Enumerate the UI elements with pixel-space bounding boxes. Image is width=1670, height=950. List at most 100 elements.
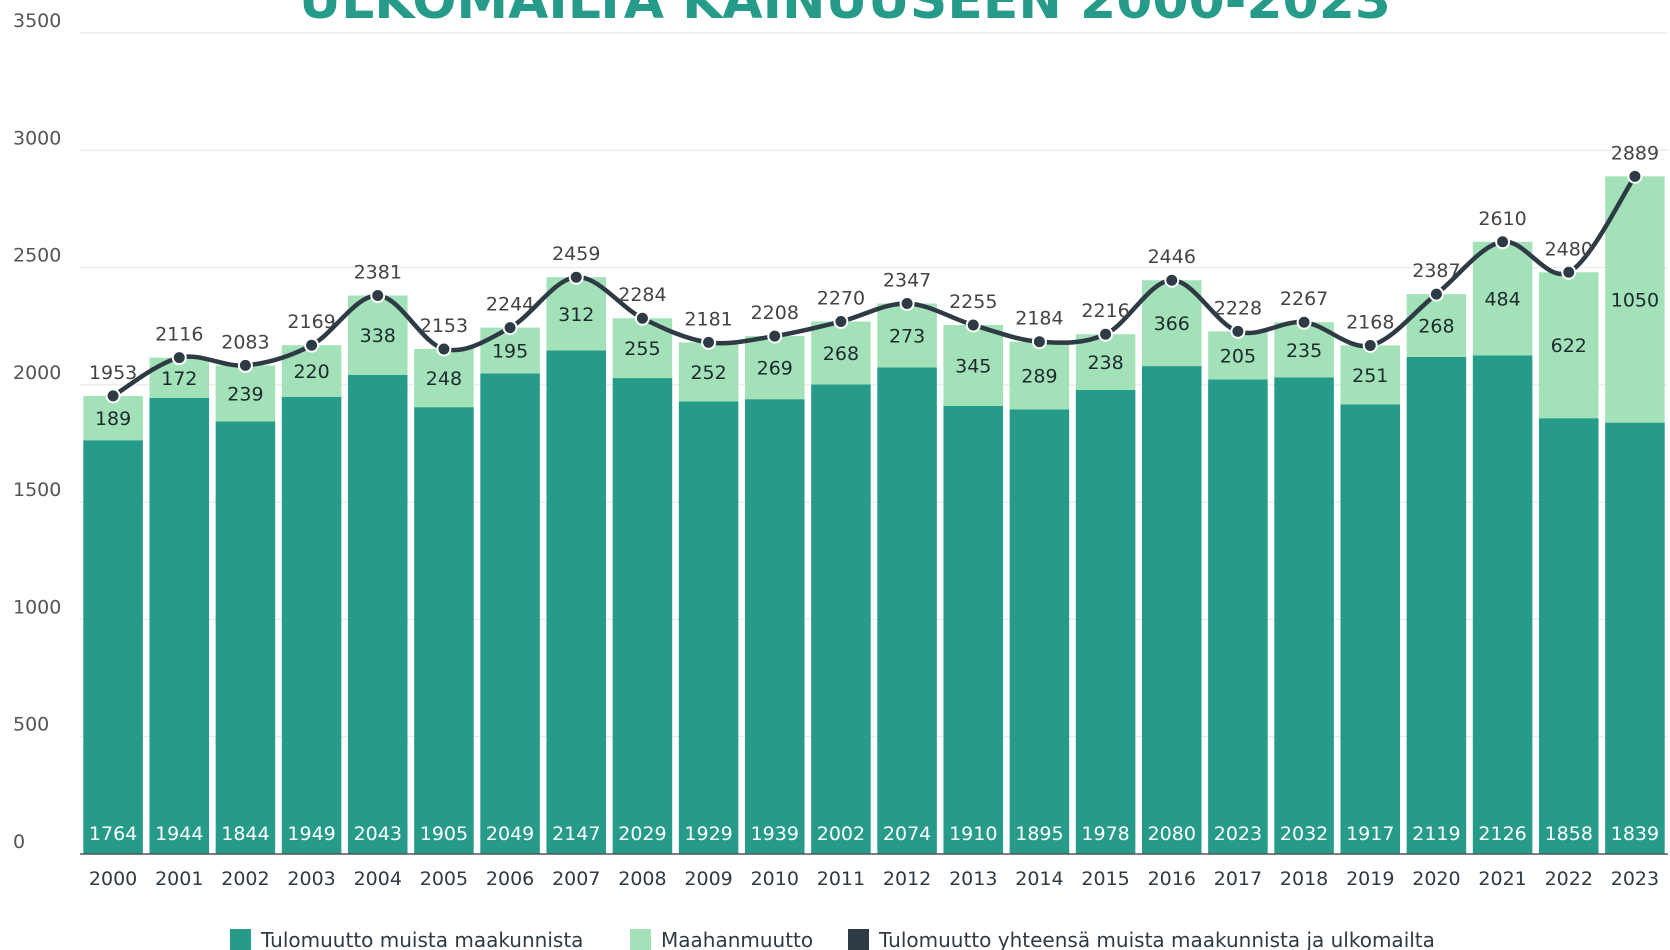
line-point (237, 357, 253, 373)
line-point (1098, 326, 1114, 342)
legend-swatch (230, 929, 251, 950)
line-point (1296, 314, 1312, 330)
data-label: 2080 (1148, 823, 1196, 845)
total-label: 2153 (420, 315, 468, 337)
total-label: 2116 (155, 324, 203, 346)
bar-segment (1141, 366, 1202, 854)
data-label: 189 (95, 408, 131, 430)
total-label: 2387 (1412, 260, 1460, 282)
data-label: 1844 (221, 823, 269, 845)
bar-segment (414, 407, 474, 854)
line-point (1164, 272, 1180, 288)
line-point (502, 320, 518, 336)
total-label: 2480 (1545, 238, 1593, 260)
data-label: 2049 (486, 823, 534, 845)
chart-title: ULKOMAILTA KAINUUSEEN 2000-2023 (299, 0, 1391, 31)
bar-segment (1208, 379, 1268, 854)
line-point (1362, 337, 1378, 353)
data-label: 289 (1021, 366, 1057, 388)
bar-segment (83, 440, 143, 854)
data-label: 1050 (1611, 289, 1659, 311)
line-point (105, 388, 121, 404)
line (111, 175, 1637, 398)
bar-segment (612, 378, 673, 854)
line-point (1230, 323, 1246, 339)
data-label: 269 (757, 358, 793, 380)
data-label: 2043 (354, 823, 402, 845)
total-label: 2168 (1346, 311, 1394, 333)
bar-segment (1605, 422, 1665, 854)
legend-swatch (848, 929, 869, 950)
data-label: 312 (558, 304, 594, 326)
x-tick-label: 2003 (287, 868, 335, 890)
data-label: 195 (492, 340, 528, 362)
x-tick-label: 2007 (552, 868, 600, 890)
x-tick-label: 2021 (1478, 868, 1526, 890)
total-label: 2267 (1280, 288, 1328, 310)
data-label: 1978 (1081, 823, 1129, 845)
data-label: 1944 (155, 823, 203, 845)
line-point (1495, 234, 1511, 250)
x-tick-label: 2004 (354, 868, 402, 890)
x-tick-label: 2009 (684, 868, 732, 890)
bar-segment (281, 396, 342, 854)
total-label: 2889 (1611, 142, 1659, 164)
data-label: 484 (1484, 289, 1520, 311)
x-tick-label: 2002 (221, 868, 269, 890)
bar-segment (877, 303, 937, 368)
bar-segment (1009, 409, 1070, 854)
data-label: 2002 (817, 823, 865, 845)
data-label: 252 (690, 362, 726, 384)
data-label: 239 (227, 383, 263, 405)
data-label: 2032 (1280, 823, 1328, 845)
x-tick-label: 2008 (618, 868, 666, 890)
data-label: 205 (1220, 345, 1256, 367)
data-label: 238 (1087, 352, 1123, 374)
y-tick-label: 1000 (13, 596, 61, 618)
total-label: 2459 (552, 243, 600, 265)
data-label: 1839 (1611, 823, 1659, 845)
data-label: 273 (889, 325, 925, 347)
bar-segment (1406, 294, 1467, 357)
line-point (767, 328, 783, 344)
y-tick-label: 0 (13, 831, 25, 853)
bar-segment (149, 397, 210, 854)
bar-segment (1075, 390, 1136, 854)
bar-segment (811, 384, 871, 854)
bar-segment (347, 374, 408, 854)
line-point (634, 310, 650, 326)
data-label: 2023 (1214, 823, 1262, 845)
total-label: 2208 (751, 302, 799, 324)
line-point (304, 337, 320, 353)
bar-segment (1538, 418, 1599, 854)
data-label: 1858 (1545, 823, 1593, 845)
x-tick-label: 2017 (1214, 868, 1262, 890)
data-label: 366 (1154, 313, 1190, 335)
line-point (899, 295, 915, 311)
data-label: 2147 (552, 823, 600, 845)
bar-segment (1340, 345, 1401, 405)
data-label: 268 (1418, 316, 1454, 338)
legend-label: Tulomuutto yhteensä muista maakunnista j… (878, 928, 1435, 950)
data-label: 338 (360, 325, 396, 347)
total-label: 2083 (221, 331, 269, 353)
bar-segment (678, 342, 739, 402)
data-label: 2119 (1412, 823, 1460, 845)
bar-segment (1472, 355, 1533, 854)
data-label: 235 (1286, 340, 1322, 362)
bar-segment (546, 350, 607, 854)
total-label: 2610 (1478, 208, 1526, 230)
legend-swatch (630, 929, 651, 950)
line-point (370, 287, 386, 303)
y-tick-label: 3500 (13, 10, 61, 32)
total-label: 2347 (883, 269, 931, 291)
total-label: 2270 (817, 288, 865, 310)
x-tick-label: 2000 (89, 868, 137, 890)
data-label: 1764 (89, 823, 137, 845)
data-label: 2029 (618, 823, 666, 845)
total-label: 2284 (618, 284, 666, 306)
data-label: 1929 (684, 823, 732, 845)
line-point (833, 314, 849, 330)
x-tick-label: 2023 (1611, 868, 1659, 890)
